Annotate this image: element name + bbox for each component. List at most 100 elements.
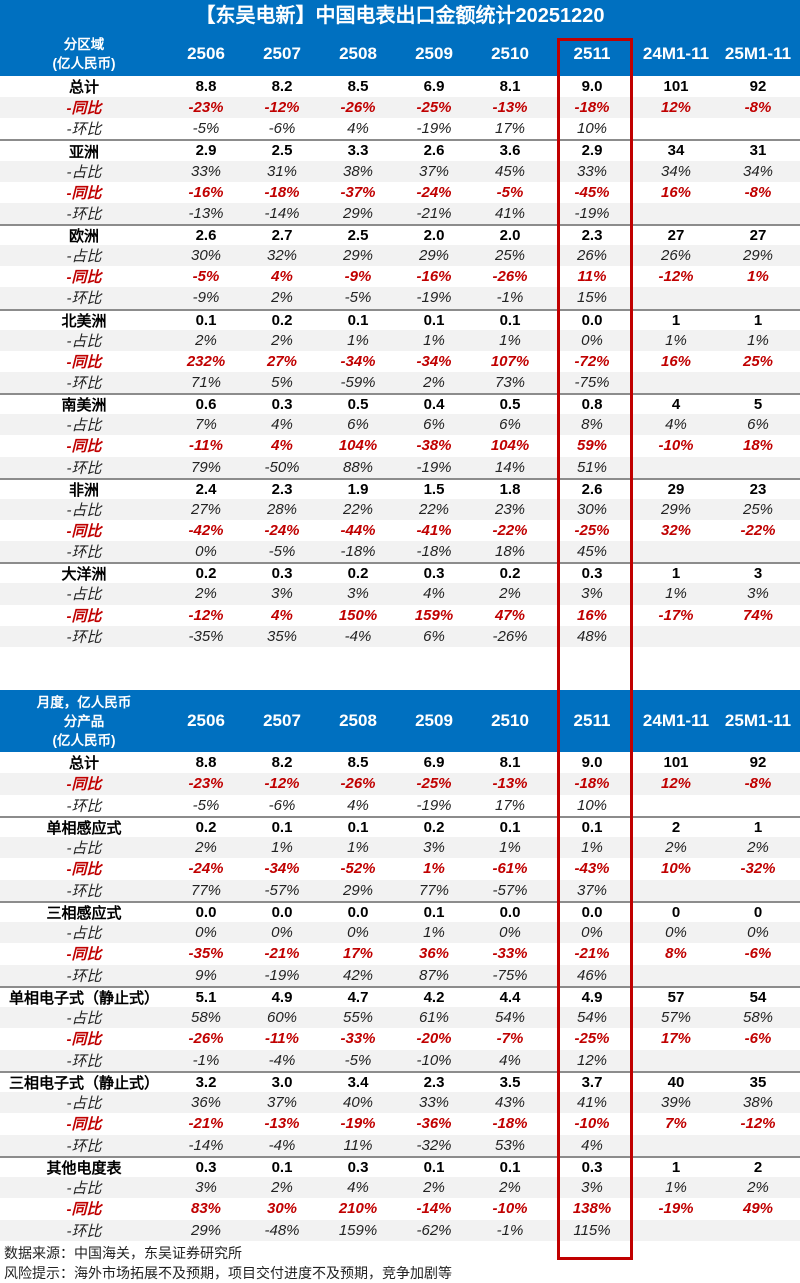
row-label: 总计 xyxy=(68,79,99,97)
table-cell: 0.1 xyxy=(347,818,369,836)
table-cell: 0.2 xyxy=(195,818,217,836)
table-cell: 2% xyxy=(271,1179,293,1197)
table-cell: 2.5 xyxy=(347,227,369,245)
table-cell xyxy=(636,1050,716,1071)
table-cell: 27% xyxy=(266,352,298,370)
table-cell xyxy=(636,880,716,901)
table-cell: 0% xyxy=(581,331,603,349)
row-label: -环比 xyxy=(66,205,102,223)
table-cell: 2.5 xyxy=(271,142,293,160)
table-cell: 29% xyxy=(342,247,374,265)
table-cell: -26% xyxy=(340,99,376,117)
table-cell: 58% xyxy=(190,1009,222,1027)
table-cell: 29% xyxy=(342,204,374,222)
table-cell xyxy=(636,372,716,393)
table-cell: 8.8 xyxy=(195,78,217,96)
table-cell: -12% xyxy=(264,99,300,117)
table-cell xyxy=(716,1050,800,1071)
row-label: -占比 xyxy=(66,840,102,858)
column-header: 2511 xyxy=(573,711,611,730)
table-cell: 7% xyxy=(665,1115,687,1133)
table-cell: 12% xyxy=(660,99,692,117)
table-cell: 29% xyxy=(190,1221,222,1239)
table-cell: 4.2 xyxy=(423,988,445,1006)
table-cell xyxy=(716,1135,800,1156)
table-cell: 4.7 xyxy=(347,988,369,1006)
table-cell: -8% xyxy=(744,183,772,201)
row-label: -环比 xyxy=(66,121,102,139)
table-cell: -12% xyxy=(188,606,224,624)
table-cell: 8.5 xyxy=(347,754,369,772)
table-cell xyxy=(716,457,800,478)
table-row: -占比 2% 3% 3% 4% 2% 3% 1% 3% xyxy=(0,583,800,605)
table-cell: 0% xyxy=(581,924,603,942)
table-cell: -14% xyxy=(416,1200,452,1218)
table-cell: 36% xyxy=(190,1094,222,1112)
table-cell: -17% xyxy=(658,606,694,624)
table-cell: 29% xyxy=(418,247,450,265)
table-cell: 0.1 xyxy=(271,818,293,836)
table-cell: 17% xyxy=(660,1030,692,1048)
table-cell: 0.3 xyxy=(581,1158,603,1176)
table-cell: 2.3 xyxy=(423,1073,445,1091)
table-row: -同比 232% 27% -34% -34% 107% -72% 16% 25% xyxy=(0,351,800,372)
table-cell: -33% xyxy=(492,945,528,963)
table-cell: -19% xyxy=(416,458,452,476)
table-cell xyxy=(716,1220,800,1241)
table-cell: 1% xyxy=(747,268,769,286)
table-cell: -7% xyxy=(496,1030,524,1048)
table-cell: 2.6 xyxy=(423,142,445,160)
table-cell: -50% xyxy=(264,458,300,476)
row-label: -同比 xyxy=(66,100,102,118)
table-cell xyxy=(636,795,716,816)
table-cell: 16% xyxy=(660,183,692,201)
table-cell: 4% xyxy=(347,1179,369,1197)
column-header: 25M1-11 xyxy=(724,711,792,730)
table-cell: 27 xyxy=(749,227,767,245)
table-cell: 3.6 xyxy=(499,142,521,160)
table-cell: -21% xyxy=(416,204,452,222)
table-cell: -21% xyxy=(188,1115,224,1133)
table-cell: -75% xyxy=(574,374,610,392)
table-cell: 30% xyxy=(576,500,608,518)
table-cell: -4% xyxy=(344,627,372,645)
table-cell: 0.3 xyxy=(423,565,445,583)
table-cell: 2 xyxy=(671,818,681,836)
table-cell: 8.1 xyxy=(499,754,521,772)
table-cell: 1% xyxy=(423,860,445,878)
table-row: -环比 0% -5% -18% -18% 18% 45% xyxy=(0,541,800,563)
table-cell: -34% xyxy=(264,860,300,878)
table-cell: 31 xyxy=(749,142,767,160)
table-cell: 8% xyxy=(665,945,687,963)
table-cell: 4% xyxy=(271,437,293,455)
table-cell: -1% xyxy=(496,289,524,307)
table-cell: 92 xyxy=(749,78,767,96)
table-cell: 45% xyxy=(576,543,608,561)
row-label: 亚洲 xyxy=(68,143,99,161)
table-cell: 1% xyxy=(581,839,603,857)
table-cell: 5% xyxy=(271,374,293,392)
table-cell xyxy=(636,965,716,986)
header-label-line: (亿人民币) xyxy=(52,56,116,71)
table-cell: -23% xyxy=(188,775,224,793)
table-cell: -26% xyxy=(340,775,376,793)
table-cell: 49% xyxy=(742,1200,774,1218)
table-cell: -5% xyxy=(344,1051,372,1069)
table-cell: -13% xyxy=(492,775,528,793)
table-cell: 32% xyxy=(660,522,692,540)
table-cell: 16% xyxy=(576,606,608,624)
group-total-row: 欧洲 2.6 2.7 2.5 2.0 2.0 2.3 27 27 xyxy=(0,223,800,245)
table-cell: 2.9 xyxy=(195,142,217,160)
table-row: -同比 -5% 4% -9% -16% -26% 11% -12% 1% xyxy=(0,266,800,287)
table-cell: 34% xyxy=(660,162,692,180)
table-cell: 0.5 xyxy=(499,396,521,414)
row-label: -环比 xyxy=(66,628,102,646)
table-cell xyxy=(716,880,800,901)
table-cell: 29% xyxy=(660,500,692,518)
table-cell: -19% xyxy=(340,1115,376,1133)
table-cell: 3.2 xyxy=(195,1073,217,1091)
table-cell: 3.7 xyxy=(581,1073,603,1091)
table-cell: 4.9 xyxy=(271,988,293,1006)
table-cell: 46% xyxy=(576,966,608,984)
table-cell: 30% xyxy=(266,1200,298,1218)
